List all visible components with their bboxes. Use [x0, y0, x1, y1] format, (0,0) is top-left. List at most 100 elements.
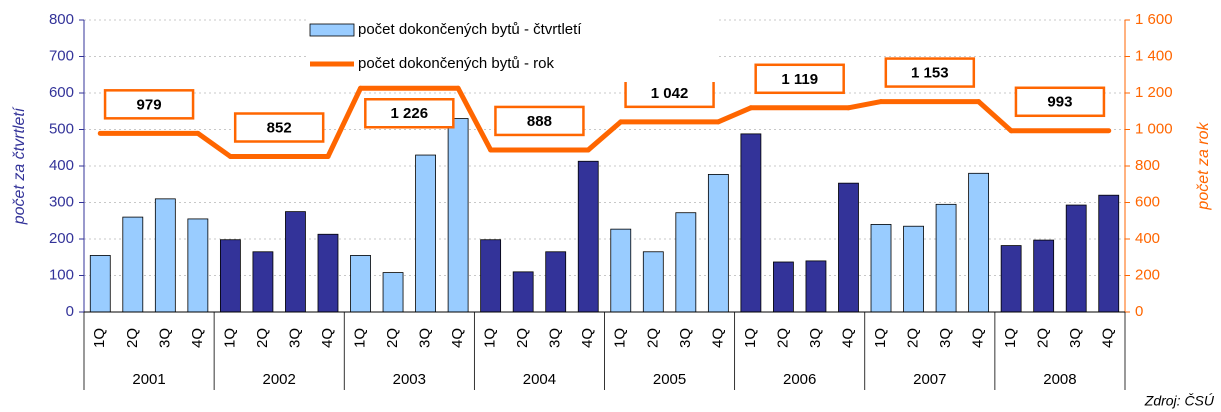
- y2-tick-label: 0: [1135, 303, 1143, 320]
- value-label: 1 042: [651, 85, 689, 102]
- value-label-frame: [494, 105, 585, 137]
- bar: [1065, 204, 1087, 313]
- x-tick-label: 3Q: [1067, 328, 1084, 348]
- x-tick-label: 2Q: [1035, 328, 1052, 348]
- bar: [285, 211, 306, 313]
- legend-swatch: [309, 23, 355, 37]
- value-label: 1 153: [911, 65, 949, 82]
- bar: [707, 173, 729, 313]
- bar: [89, 255, 111, 313]
- group-label: 2008: [1043, 371, 1076, 388]
- year-connector: [195, 130, 233, 160]
- value-label: 888: [527, 113, 552, 130]
- value-label-frame: [884, 57, 976, 88]
- y2-tick-label: 1 200: [1135, 84, 1173, 101]
- y2-tick-label: 200: [1135, 266, 1160, 283]
- y2-tick-label: 600: [1135, 193, 1160, 210]
- x-tick-label: 2Q: [254, 328, 271, 348]
- bar: [610, 228, 632, 313]
- bar: [1000, 245, 1022, 313]
- value-label-box: 1 226: [364, 98, 455, 129]
- x-tick-label: 1Q: [482, 328, 499, 348]
- group-label: 2006: [783, 371, 816, 388]
- y2-tick-label: 1 000: [1135, 120, 1173, 137]
- bar: [447, 118, 469, 313]
- x-tick-label: 2Q: [384, 328, 401, 348]
- x-tick-label: 2Q: [905, 328, 922, 348]
- y-tick-label: 600: [49, 84, 74, 101]
- y-tick-label: 0: [66, 303, 74, 320]
- group-label: 2005: [653, 371, 686, 388]
- value-label-frame: [754, 63, 845, 95]
- year-connector: [845, 99, 884, 111]
- bar: [1098, 194, 1120, 313]
- year-connector: [976, 99, 1014, 134]
- legend-label: počet dokončených bytů - čtvrtletí: [358, 21, 582, 38]
- bar: [317, 233, 339, 313]
- group-label: 2007: [913, 371, 946, 388]
- x-tick-label: 1Q: [872, 328, 889, 348]
- bar: [870, 223, 892, 313]
- x-tick-label: 1Q: [221, 328, 238, 348]
- value-label-box: 1 119: [754, 63, 845, 95]
- x-tick-label: 2Q: [644, 328, 661, 348]
- x-tick-label: 4Q: [970, 328, 987, 348]
- y2-tick-label: 400: [1135, 230, 1160, 247]
- bar: [935, 203, 957, 313]
- value-label-box: 993: [1014, 86, 1106, 118]
- x-tick-label: 2Q: [774, 328, 791, 348]
- x-tick-label: 3Q: [417, 328, 434, 348]
- x-tick-label: 3Q: [677, 328, 694, 348]
- bar: [740, 133, 762, 313]
- x-tick-label: 3Q: [547, 328, 564, 348]
- bar: [154, 198, 176, 313]
- value-label-frame: [233, 112, 325, 143]
- x-tick-label: 1Q: [91, 328, 108, 348]
- value-label: 993: [1047, 94, 1072, 111]
- bar: [675, 212, 697, 313]
- bar: [968, 172, 990, 313]
- bar: [382, 272, 404, 313]
- y-tick-label: 500: [49, 120, 74, 137]
- bar: [512, 271, 534, 313]
- x-tick-label: 2Q: [124, 328, 141, 348]
- bar: [577, 160, 599, 313]
- x-tick-label: 1Q: [742, 328, 759, 348]
- x-tick-label: 4Q: [1100, 328, 1117, 348]
- value-label-box: 1 153: [884, 57, 976, 88]
- y2-tick-label: 1 400: [1135, 47, 1173, 64]
- bar: [903, 225, 924, 313]
- legend-label: počet dokončených bytů - rok: [358, 55, 554, 72]
- value-label-box: 852: [233, 112, 325, 143]
- x-tick-label: 1Q: [612, 328, 629, 348]
- legend-bg: [306, 16, 716, 82]
- year-connector: [325, 85, 364, 160]
- y-tick-label: 800: [49, 11, 74, 28]
- x-tick-label: 4Q: [189, 328, 206, 348]
- x-tick-label: 4Q: [709, 328, 726, 348]
- year-connector: [455, 85, 494, 153]
- value-label-frame: [364, 98, 455, 129]
- x-tick-label: 1Q: [351, 328, 368, 348]
- bar: [187, 218, 209, 313]
- y-tick-label: 700: [49, 47, 74, 64]
- y-tick-label: 400: [49, 157, 74, 174]
- value-label-frame: [1014, 86, 1106, 118]
- x-tick-label: 3Q: [286, 328, 303, 348]
- year-connector: [585, 119, 624, 153]
- x-tick-label: 3Q: [807, 328, 824, 348]
- bar: [219, 239, 241, 313]
- value-label: 979: [137, 96, 162, 113]
- bar: [480, 239, 502, 313]
- source-note: Zdroj: ČSÚ: [1144, 393, 1215, 409]
- bar: [838, 182, 859, 313]
- bar: [1033, 239, 1055, 313]
- value-label: 852: [267, 119, 292, 136]
- x-tick-label: 4Q: [839, 328, 856, 348]
- group-label: 2003: [393, 371, 426, 388]
- bar: [805, 260, 827, 313]
- bar: [773, 261, 794, 313]
- bar: [350, 255, 371, 313]
- group-label: 2004: [523, 371, 556, 388]
